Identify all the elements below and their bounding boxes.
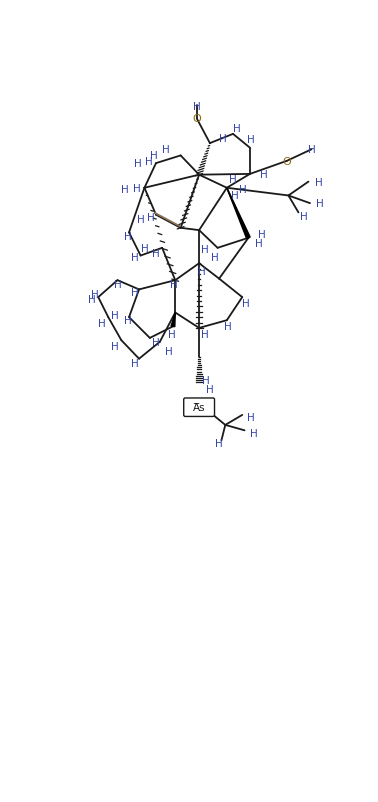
Text: H: H xyxy=(258,229,265,240)
Text: H: H xyxy=(165,346,173,357)
Text: H: H xyxy=(201,330,208,339)
Text: H: H xyxy=(260,170,268,180)
Text: A̅̅s: A̅̅s xyxy=(193,403,205,413)
Text: H: H xyxy=(300,212,308,222)
Text: H: H xyxy=(132,253,139,263)
Text: H: H xyxy=(150,151,158,160)
Text: H: H xyxy=(145,156,153,167)
Text: H: H xyxy=(124,316,132,326)
Text: H: H xyxy=(152,338,160,347)
Text: H: H xyxy=(91,290,98,300)
Text: H: H xyxy=(250,428,258,438)
Text: H: H xyxy=(219,134,227,144)
Text: H: H xyxy=(198,266,206,277)
Text: H: H xyxy=(224,322,231,332)
Text: H: H xyxy=(88,295,96,305)
Polygon shape xyxy=(227,188,250,239)
Text: H: H xyxy=(135,159,142,169)
Text: H: H xyxy=(314,177,322,188)
Text: H: H xyxy=(308,145,315,155)
Polygon shape xyxy=(171,313,175,327)
Text: H: H xyxy=(133,184,141,193)
Text: H: H xyxy=(132,287,139,298)
Text: H: H xyxy=(242,299,250,309)
Text: O: O xyxy=(282,156,291,167)
Text: H: H xyxy=(152,249,160,259)
Text: H: H xyxy=(124,231,132,241)
Text: H: H xyxy=(137,214,144,225)
Text: H: H xyxy=(231,191,239,201)
Text: H: H xyxy=(247,135,254,145)
Text: H: H xyxy=(229,174,237,184)
Text: H: H xyxy=(233,124,241,134)
Text: H: H xyxy=(239,185,247,195)
Text: H: H xyxy=(114,280,121,290)
Text: H: H xyxy=(215,439,223,449)
Text: H: H xyxy=(162,145,170,155)
Text: O: O xyxy=(192,115,201,124)
Text: H: H xyxy=(132,358,139,369)
Text: H: H xyxy=(112,310,119,321)
Text: H: H xyxy=(147,213,155,223)
Text: H: H xyxy=(211,253,219,263)
Text: H: H xyxy=(247,413,255,423)
Text: H: H xyxy=(121,185,129,195)
Text: H: H xyxy=(141,244,148,253)
Text: H: H xyxy=(254,239,262,249)
Text: H: H xyxy=(206,385,214,395)
Text: H: H xyxy=(316,199,324,209)
FancyBboxPatch shape xyxy=(184,399,214,417)
Text: H: H xyxy=(193,102,201,112)
Text: H: H xyxy=(167,330,175,339)
Text: H: H xyxy=(201,245,208,255)
Text: H: H xyxy=(170,280,178,290)
Text: H: H xyxy=(112,341,119,351)
Text: H: H xyxy=(202,376,210,386)
Text: H: H xyxy=(98,318,106,328)
